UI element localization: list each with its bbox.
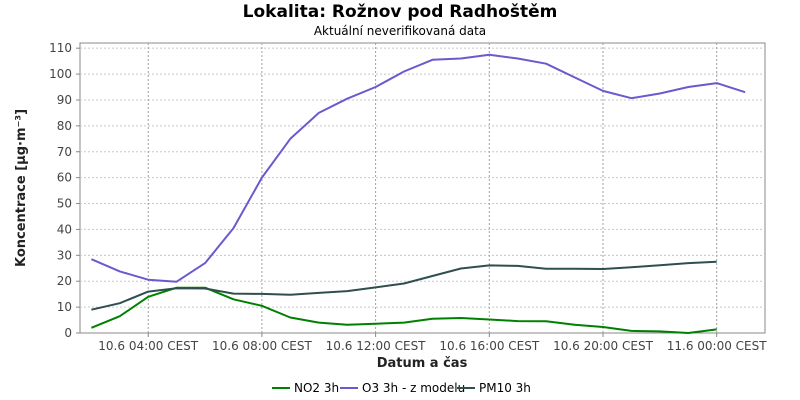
x-tick-label: 10.6 04:00 CEST: [98, 339, 199, 353]
legend-label: PM10 3h: [479, 381, 531, 395]
y-tick-label: 30: [57, 248, 72, 262]
series-line: [91, 260, 717, 311]
grid-lines: [80, 43, 765, 333]
y-tick-label: 40: [57, 222, 72, 236]
x-tick-label: 11.6 00:00 CEST: [667, 339, 768, 353]
y-tick-label: 60: [57, 171, 72, 185]
y-tick-label: 10: [57, 300, 72, 314]
y-tick-label: 50: [57, 197, 72, 211]
legend-label: NO2 3h: [294, 381, 339, 395]
x-axis-ticks: 10.6 04:00 CEST 10.6 08:00 CEST 10.6 12:00…: [98, 333, 767, 353]
y-tick-label: 70: [57, 145, 72, 159]
x-tick-label: 10.6 20:00 CEST: [553, 339, 654, 353]
series-lines: [91, 53, 746, 334]
x-tick-label: 10.6 16:00 CEST: [439, 339, 540, 353]
y-axis-label: Koncentrace [µg·m⁻³]: [14, 109, 29, 267]
y-tick-label: 90: [57, 93, 72, 107]
plot-area: [79, 42, 766, 334]
series-line: [91, 53, 746, 283]
chart-title: Lokalita: Rožnov pod Radhoštěm: [242, 2, 558, 22]
y-tick-label: 100: [49, 67, 72, 81]
y-tick-label: 20: [57, 274, 72, 288]
x-tick-label: 10.6 12:00 CEST: [326, 339, 427, 353]
x-axis-label: Datum a čas: [377, 356, 468, 371]
legend-label: O3 3h - z modelu: [362, 381, 465, 395]
legend: NO2 3h O3 3h - z modelu PM10 3h: [272, 381, 531, 395]
x-tick-label: 10.6 08:00 CEST: [212, 339, 313, 353]
y-tick-label: 80: [57, 119, 72, 133]
y-axis-ticks: 0 10 20 30 40 50 60 70 80 90 100 110: [49, 41, 80, 340]
y-tick-label: 0: [64, 326, 72, 340]
chart-subtitle: Aktuální neverifikovaná data: [313, 24, 487, 38]
y-tick-label: 110: [49, 41, 72, 55]
